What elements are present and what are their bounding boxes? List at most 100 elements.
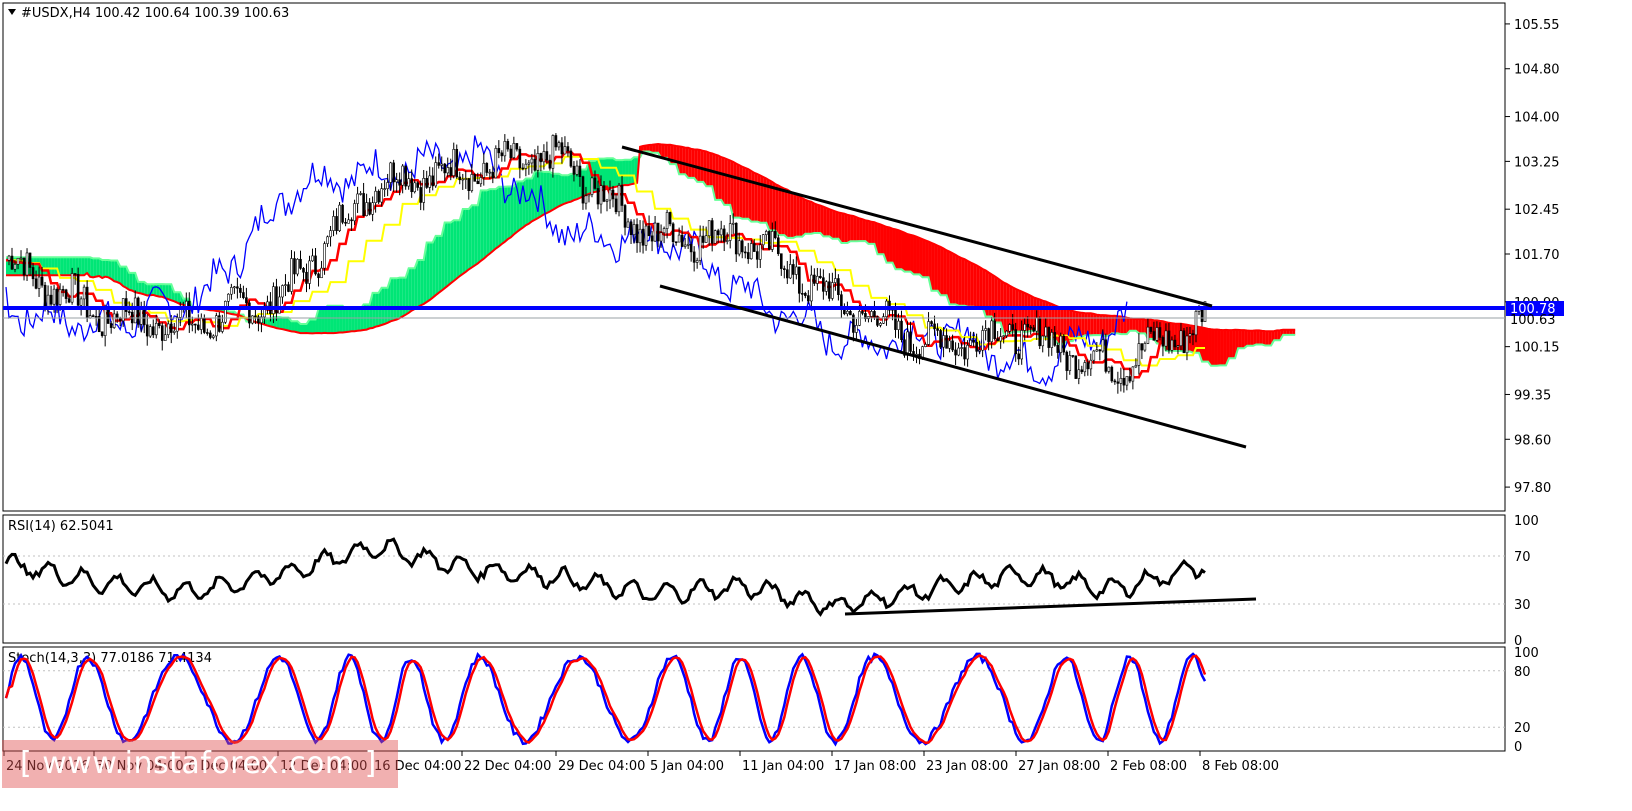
cloud-segment	[1051, 303, 1055, 340]
cloud-segment	[390, 278, 394, 322]
cloud-segment	[775, 184, 779, 236]
candle-body	[533, 158, 537, 171]
candle-body	[461, 178, 465, 181]
candle-body	[1176, 345, 1180, 348]
candle-body	[671, 223, 675, 243]
candle-body	[224, 300, 227, 323]
candle-body	[1137, 343, 1141, 366]
candle-body	[470, 174, 474, 191]
candle-body	[1155, 327, 1159, 341]
candle-body	[344, 221, 347, 224]
candle-body	[894, 308, 897, 330]
candle-body	[1038, 317, 1042, 347]
candle-body	[632, 224, 636, 236]
cloud-segment	[676, 145, 680, 175]
candle-body	[1083, 362, 1087, 373]
cloud-segment	[318, 308, 322, 334]
time-tick-label: 29 Dec 04:00	[558, 759, 645, 774]
time-tick-label: 24 Nov 2016	[6, 759, 89, 774]
time-tick-label: 27 Jan 08:00	[1018, 759, 1100, 774]
candle-body	[1110, 366, 1114, 382]
candle-body	[530, 158, 534, 164]
candle-body	[1125, 376, 1129, 386]
candle-body	[539, 153, 543, 163]
candle-body	[683, 244, 687, 247]
candle-body	[644, 225, 648, 246]
candle-body	[909, 331, 912, 352]
cloud-segment	[120, 266, 124, 287]
cloud-segment	[961, 258, 965, 306]
cloud-segment	[1223, 329, 1227, 366]
candle-body	[524, 163, 528, 169]
candle-body	[88, 315, 92, 319]
cloud-segment	[405, 268, 409, 315]
candle-body	[79, 298, 83, 306]
cloud-segment	[1117, 316, 1121, 335]
cloud-segment	[826, 207, 830, 237]
candle-body	[245, 297, 248, 304]
candle-body	[284, 284, 287, 286]
cloud-segment	[1265, 331, 1269, 346]
cloud-segment	[988, 272, 992, 317]
candle-body	[515, 143, 519, 150]
candle-body	[37, 276, 41, 289]
candle-body	[464, 178, 468, 180]
cloud-segment	[351, 308, 355, 332]
candle-body	[665, 212, 669, 229]
candle-body	[275, 286, 278, 314]
cloud-segment	[955, 254, 959, 306]
candle-body	[873, 311, 876, 318]
cloud-segment	[402, 277, 406, 317]
rsi-path	[4, 537, 1206, 617]
cloud-segment	[865, 220, 869, 244]
cloud-segment	[829, 209, 833, 239]
cloud-segment	[784, 188, 788, 238]
candle-body	[512, 143, 516, 158]
channel-upper-line[interactable]	[621, 145, 1213, 308]
candle-body	[758, 244, 762, 260]
candle-body	[1041, 335, 1045, 347]
cloud-segment	[459, 209, 463, 277]
cloud-segment	[81, 257, 85, 276]
stoch-main-path	[4, 651, 1207, 747]
cloud-segment	[486, 189, 490, 256]
cloud-segment	[282, 317, 286, 330]
candle-body	[407, 178, 410, 187]
candle-body	[536, 153, 540, 171]
cloud-segment	[1030, 295, 1034, 331]
cloud-segment	[492, 189, 496, 252]
cloud-segment	[438, 235, 442, 293]
candle-body	[73, 273, 77, 275]
cloud-segment	[1277, 330, 1281, 341]
candle-body	[813, 274, 816, 284]
candle-body	[638, 228, 642, 244]
cloud-segment	[84, 257, 88, 276]
candle-body	[692, 251, 696, 263]
candle-body	[148, 326, 152, 337]
candle-body	[795, 266, 798, 275]
cloud-segment	[63, 257, 67, 276]
candle-body	[1158, 327, 1162, 338]
price-tick-label: 104.80	[1514, 63, 1560, 78]
cloud-segment	[294, 321, 298, 333]
dropdown-triangle-icon[interactable]	[8, 9, 16, 15]
cloud-segment	[474, 205, 478, 266]
candle-body	[1164, 330, 1168, 347]
cloud-segment	[1220, 329, 1224, 366]
candle-body	[704, 235, 708, 243]
candle-body	[647, 225, 651, 237]
cloud-segment	[991, 274, 995, 323]
rsi-trendline[interactable]	[844, 597, 1257, 616]
cloud-segment	[832, 210, 836, 239]
cloud-segment	[1108, 315, 1112, 336]
cloud-segment	[513, 181, 517, 235]
candle-body	[188, 300, 191, 326]
cloud-segment	[631, 157, 635, 185]
candle-body	[323, 243, 326, 269]
cloud-segment	[844, 213, 848, 244]
cloud-segment	[276, 317, 280, 329]
candle-body	[260, 316, 263, 324]
channel-lower-line[interactable]	[659, 284, 1247, 449]
candle-body	[58, 289, 62, 305]
